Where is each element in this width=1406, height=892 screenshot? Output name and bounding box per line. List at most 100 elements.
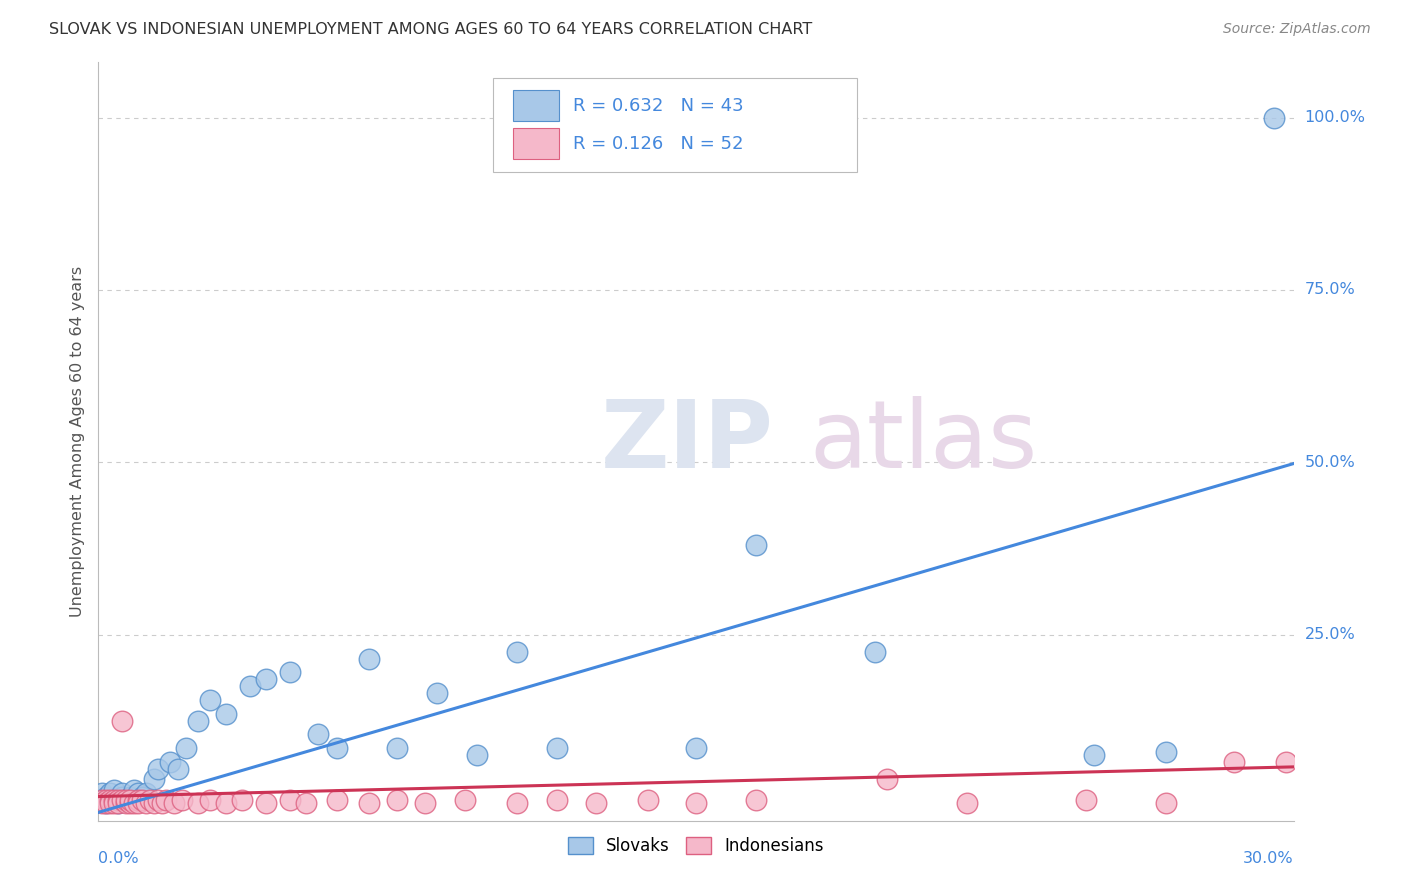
Point — [1076, 793, 1098, 807]
FancyBboxPatch shape — [513, 128, 558, 159]
Point — [307, 727, 329, 741]
Point — [135, 797, 157, 811]
Point — [139, 793, 162, 807]
Point — [239, 679, 262, 693]
Point — [107, 797, 129, 811]
Point — [96, 793, 118, 807]
Point — [546, 741, 568, 756]
Point — [127, 793, 149, 807]
Point — [187, 714, 209, 728]
Point — [198, 693, 221, 707]
Point — [163, 797, 186, 811]
Text: 75.0%: 75.0% — [1305, 283, 1355, 297]
Text: Source: ZipAtlas.com: Source: ZipAtlas.com — [1223, 22, 1371, 37]
Point — [124, 782, 146, 797]
Point — [198, 793, 221, 807]
Point — [413, 797, 436, 811]
Point — [1274, 755, 1296, 769]
Point — [111, 714, 134, 728]
Point — [685, 741, 707, 756]
Point — [685, 797, 707, 811]
Point — [96, 789, 118, 804]
Point — [385, 741, 409, 756]
Legend: Slovaks, Indonesians: Slovaks, Indonesians — [561, 830, 831, 862]
Point — [98, 786, 122, 800]
Point — [585, 797, 607, 811]
Point — [506, 797, 529, 811]
Point — [107, 797, 129, 811]
Point — [91, 797, 114, 811]
Point — [454, 793, 477, 807]
Point — [745, 793, 768, 807]
Point — [215, 706, 238, 721]
Point — [150, 797, 173, 811]
Point — [326, 741, 349, 756]
Point — [1154, 797, 1177, 811]
Point — [465, 748, 488, 763]
Point — [127, 797, 149, 811]
Point — [115, 797, 138, 811]
Point — [745, 538, 768, 552]
Point — [294, 797, 316, 811]
Point — [96, 797, 118, 811]
Point — [115, 793, 138, 807]
Point — [546, 793, 568, 807]
Point — [103, 782, 125, 797]
Point — [107, 793, 129, 807]
Point — [135, 786, 157, 800]
Point — [143, 797, 166, 811]
Point — [278, 793, 301, 807]
Text: 25.0%: 25.0% — [1305, 627, 1355, 642]
Point — [174, 741, 197, 756]
Point — [1083, 748, 1105, 763]
Point — [91, 786, 114, 800]
Point — [215, 797, 238, 811]
Text: atlas: atlas — [810, 395, 1038, 488]
Point — [91, 793, 114, 807]
Point — [278, 665, 301, 680]
Point — [172, 793, 194, 807]
Point — [637, 793, 659, 807]
Point — [159, 755, 181, 769]
Point — [111, 789, 134, 804]
Point — [167, 762, 190, 776]
Point — [1223, 755, 1246, 769]
Point — [120, 789, 142, 804]
Point — [98, 793, 122, 807]
Point — [1263, 111, 1285, 125]
Point — [956, 797, 979, 811]
Point — [103, 797, 125, 811]
Text: SLOVAK VS INDONESIAN UNEMPLOYMENT AMONG AGES 60 TO 64 YEARS CORRELATION CHART: SLOVAK VS INDONESIAN UNEMPLOYMENT AMONG … — [49, 22, 813, 37]
Point — [111, 793, 134, 807]
Point — [426, 686, 449, 700]
Point — [91, 793, 114, 807]
Point — [131, 789, 153, 804]
Point — [148, 762, 170, 776]
Point — [120, 793, 142, 807]
Point — [127, 786, 149, 800]
Point — [254, 797, 277, 811]
Point — [148, 793, 170, 807]
Point — [231, 793, 253, 807]
Point — [111, 786, 134, 800]
Point — [359, 651, 381, 665]
Point — [103, 793, 125, 807]
Point — [1154, 745, 1177, 759]
Point — [124, 797, 146, 811]
Point — [96, 797, 118, 811]
Point — [506, 645, 529, 659]
Text: R = 0.126   N = 52: R = 0.126 N = 52 — [572, 135, 744, 153]
Text: R = 0.632   N = 43: R = 0.632 N = 43 — [572, 96, 744, 115]
Point — [103, 793, 125, 807]
Text: 50.0%: 50.0% — [1305, 455, 1355, 470]
Point — [98, 797, 122, 811]
Point — [254, 673, 277, 687]
Point — [131, 793, 153, 807]
Point — [115, 793, 138, 807]
Point — [326, 793, 349, 807]
Text: ZIP: ZIP — [600, 395, 773, 488]
Y-axis label: Unemployment Among Ages 60 to 64 years: Unemployment Among Ages 60 to 64 years — [69, 266, 84, 617]
Point — [359, 797, 381, 811]
Point — [187, 797, 209, 811]
FancyBboxPatch shape — [513, 90, 558, 120]
